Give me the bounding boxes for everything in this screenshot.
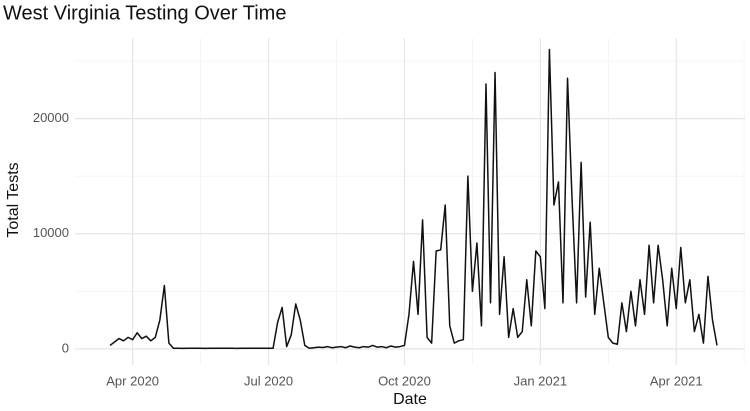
x-tick-label: Jan 2021 [514, 373, 568, 388]
x-tick-label: Apr 2020 [106, 373, 159, 388]
y-axis-label: Total Tests [5, 162, 22, 237]
chart-title: West Virginia Testing Over Time [3, 2, 286, 24]
x-tick-label: Oct 2020 [378, 373, 431, 388]
x-axis-label: Date [393, 391, 427, 408]
y-tick-label: 10000 [33, 225, 69, 240]
y-tick-label: 0 [62, 340, 69, 355]
y-tick-label: 20000 [33, 110, 69, 125]
x-tick-label: Apr 2021 [650, 373, 703, 388]
line [109, 48, 718, 350]
x-tick-label: Jul 2020 [244, 373, 293, 388]
